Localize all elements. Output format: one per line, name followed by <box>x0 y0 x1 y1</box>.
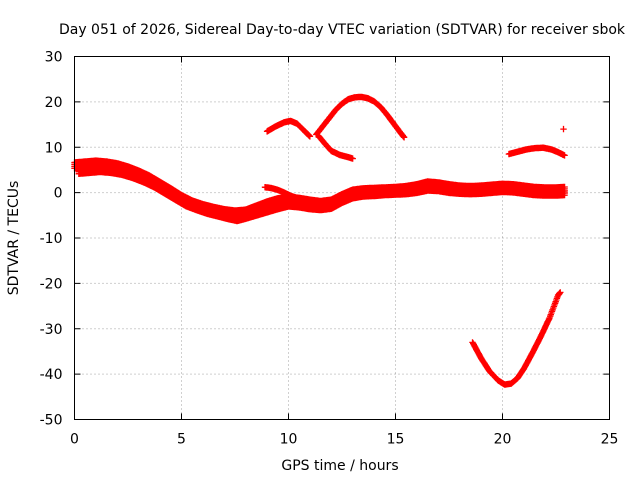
y-tick-label: -40 <box>40 367 63 383</box>
data-series-arc-top-1130 <box>313 93 408 141</box>
y-tick-label: 20 <box>45 95 63 111</box>
y-tick-label: 10 <box>45 140 63 156</box>
data-series-outlier-2285 <box>560 125 567 133</box>
data-point-markers <box>505 144 568 159</box>
data-point-markers <box>244 205 271 214</box>
grid-lines <box>74 56 610 420</box>
data-point-markers <box>263 117 314 140</box>
data-series-arc-low-0845 <box>261 184 314 204</box>
data-point-markers <box>560 125 567 133</box>
x-tick-label: 15 <box>387 432 405 448</box>
y-tick-label: -20 <box>40 276 63 292</box>
y-tick-label: 0 <box>54 186 63 202</box>
data-series-main-band-lower <box>75 164 568 225</box>
y-axis-label: SDTVAR / TECUs <box>6 181 22 296</box>
x-tick-label: 25 <box>601 432 619 448</box>
x-tick-label: 10 <box>280 432 298 448</box>
y-tick-label: -30 <box>40 322 63 338</box>
x-tick-label: 20 <box>494 432 512 448</box>
chart-title: Day 051 of 2026, Sidereal Day-to-day VTE… <box>59 22 626 38</box>
data-point-markers <box>75 164 568 225</box>
x-axis-label: GPS time / hours <box>281 458 398 474</box>
data-series-arc-mid-1130 <box>315 132 356 162</box>
data-series-arc-low-0810 <box>244 205 271 214</box>
x-tick-label: 5 <box>177 432 186 448</box>
y-tick-label: -10 <box>40 231 63 247</box>
data-series-arc-mid-0900 <box>263 117 314 140</box>
data-point-markers <box>315 132 356 162</box>
y-axis: -50 -40 -30 -20 -10 0 10 20 30 <box>40 50 610 429</box>
data-series-arc-right-2030 <box>505 144 568 159</box>
y-tick-label: 30 <box>45 50 63 66</box>
data-point-markers <box>261 184 314 204</box>
x-tick-label: 0 <box>70 432 79 448</box>
data-point-markers <box>469 289 564 388</box>
data-series-arc-deep-1850 <box>469 289 564 388</box>
data-point-markers <box>313 93 408 141</box>
x-axis: 0 5 10 15 20 25 <box>70 56 619 448</box>
y-tick-label: -50 <box>40 413 63 429</box>
data-points <box>71 93 568 388</box>
